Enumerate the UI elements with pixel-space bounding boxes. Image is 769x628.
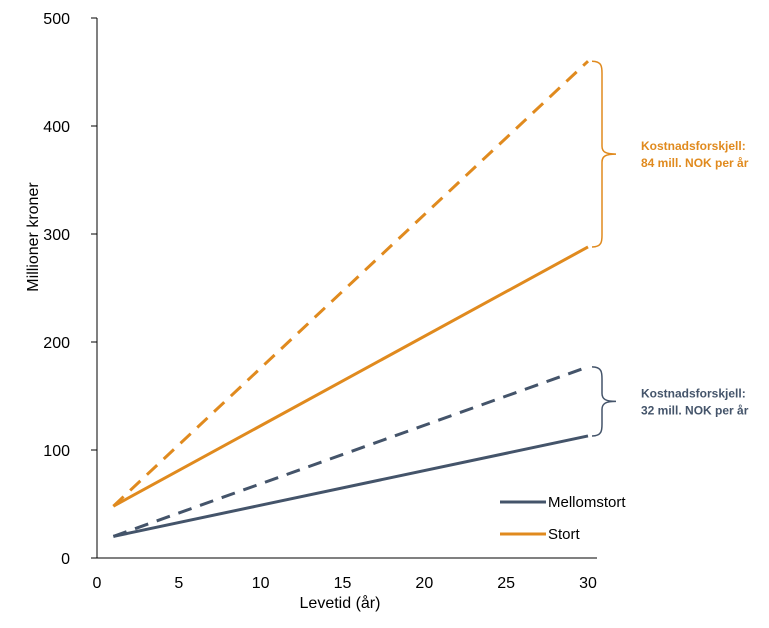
x-tick-label: 30 xyxy=(579,575,597,592)
annotation-label: 84 mill. NOK per år xyxy=(641,156,749,170)
y-tick-label: 400 xyxy=(43,119,70,136)
annotation-brace xyxy=(591,60,617,248)
series-line-stort xyxy=(112,245,589,508)
annotation-brace xyxy=(591,366,617,437)
annotations: Kostnadsforskjell: 84 mill. NOK per år Kos… xyxy=(591,60,749,437)
x-tick-label: 5 xyxy=(174,575,183,592)
x-tick-label: 10 xyxy=(252,575,270,592)
x-axis-title: Levetid (år) xyxy=(300,594,381,612)
series-line-dashed-3 xyxy=(112,60,590,508)
y-tick-label: 500 xyxy=(43,11,70,28)
annotation-label: 32 mill. NOK per år xyxy=(641,403,749,417)
annotation-label: Kostnadsforskjell: xyxy=(641,139,746,153)
y-tick-label: 300 xyxy=(43,227,70,244)
legend-label: Mellomstort xyxy=(548,494,626,511)
y-tick-label: 100 xyxy=(43,443,70,460)
series-line-dashed-1 xyxy=(112,365,589,538)
annotation-label: Kostnadsforskjell: xyxy=(641,386,746,400)
series-line-mellomstort xyxy=(113,434,589,538)
legend: Mellomstort Stort xyxy=(500,494,626,543)
axes: 0 100 200 300 400 500 0 5 10 15 20 25 30 xyxy=(43,11,597,592)
y-tick-label: 0 xyxy=(61,551,70,568)
y-axis-title: Millioner kroner xyxy=(25,182,42,292)
x-tick-label: 20 xyxy=(415,575,433,592)
x-tick-label: 25 xyxy=(497,575,515,592)
y-tick-label: 200 xyxy=(43,335,70,352)
legend-label: Stort xyxy=(548,526,581,543)
x-tick-label: 0 xyxy=(93,575,102,592)
x-tick-label: 15 xyxy=(334,575,352,592)
series-group xyxy=(112,60,590,538)
